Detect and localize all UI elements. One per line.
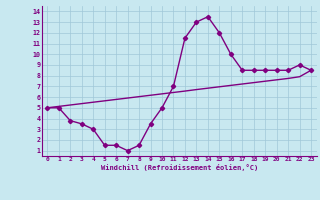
X-axis label: Windchill (Refroidissement éolien,°C): Windchill (Refroidissement éolien,°C) (100, 164, 258, 171)
